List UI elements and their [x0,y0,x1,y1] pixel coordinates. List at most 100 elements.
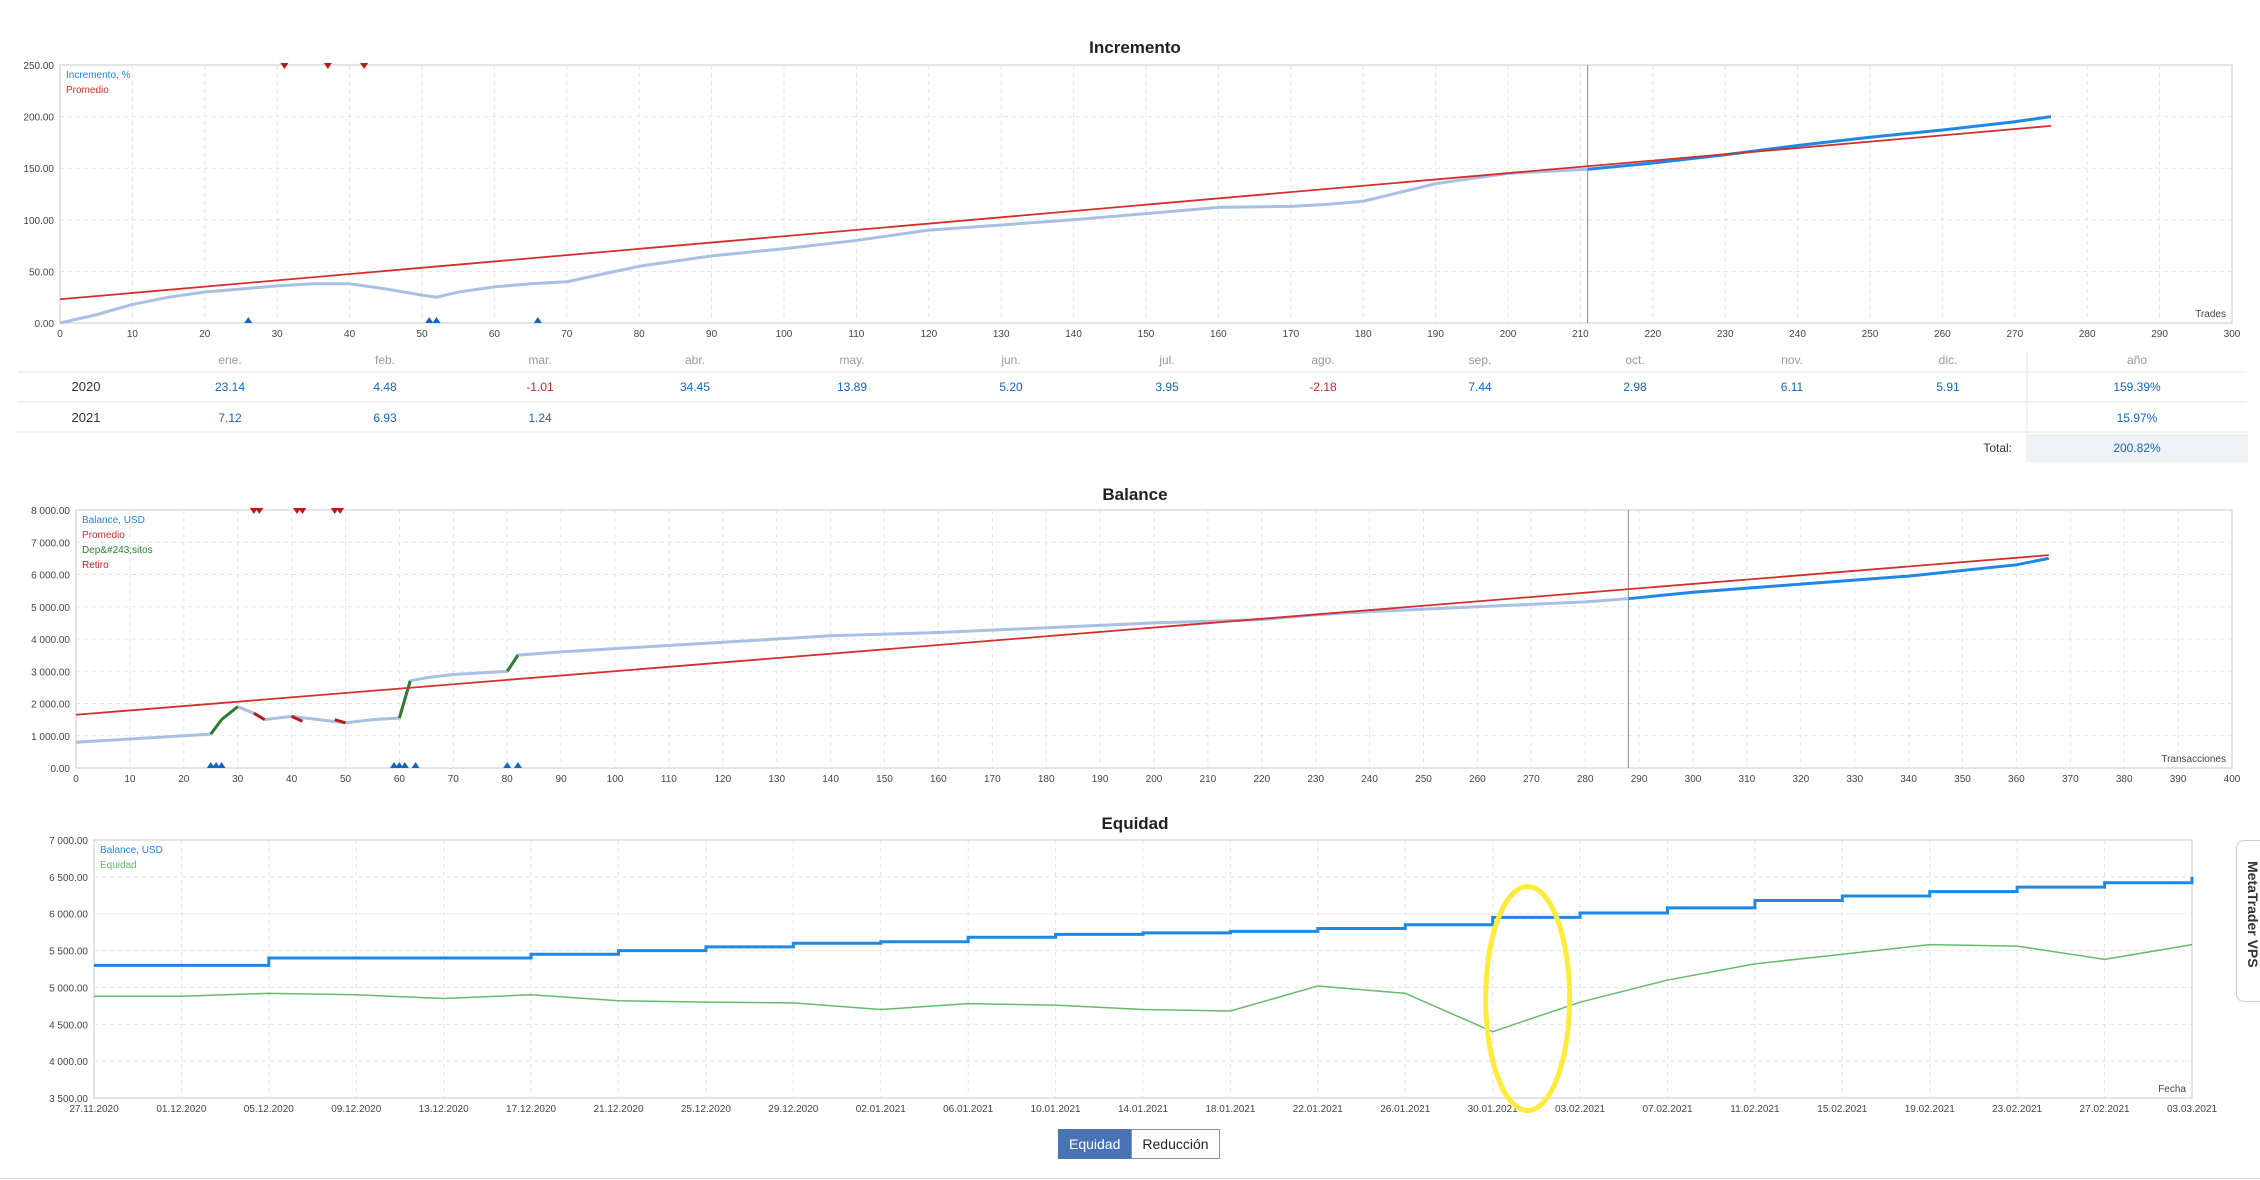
deposit-marker [400,762,409,768]
x-tick-label: 270 [1523,774,1540,785]
month-header: dic. [1939,353,1958,367]
withdrawal-marker [330,508,339,514]
deposit-marker [533,317,542,323]
tab-drawdown[interactable]: Reducción [1131,1129,1220,1159]
month-header: feb. [375,353,395,367]
deposit-marker [503,762,512,768]
monthly-value: 6.11 [1781,380,1804,394]
highlight-ellipse [1483,883,1573,1113]
tab-equity[interactable]: Equidad [1058,1129,1132,1159]
month-header: mar. [528,353,551,367]
withdrawal-marker [323,63,332,69]
withdrawal-segment [334,718,346,725]
x-axis-label: Trades [2195,309,2226,320]
x-tick-label: 150 [1138,329,1155,340]
x-tick-label: 330 [1846,774,1863,785]
withdrawal-segment [290,715,303,723]
withdrawal-marker [280,63,289,69]
average-line [75,554,2049,716]
total-cell-bg [2028,434,2248,462]
x-tick-label: 250 [1415,774,1432,785]
x-tick-label: 190 [1427,329,1444,340]
month-header: sep. [1469,353,1492,367]
x-tick-label: 140 [822,774,839,785]
x-tick-label: 10 [127,329,139,340]
withdrawal-marker [249,508,258,514]
x-tick-label: 40 [286,774,298,785]
monthly-value: 3.95 [1155,380,1179,394]
x-tick-label: 170 [1282,329,1299,340]
y-tick-label: 7 000.00 [31,538,70,549]
legend-entry: Promedio [82,530,125,541]
monthly-value: 13.89 [837,380,867,394]
increment-line-history [59,167,1588,325]
legend-entry: Dep&#243;sitos [82,545,153,556]
x-tick-label: 190 [1092,774,1109,785]
y-tick-label: 4 000.00 [49,1057,88,1068]
x-tick-label: 390 [2170,774,2187,785]
deposit-marker [425,317,434,323]
x-tick-label: 0 [73,774,79,785]
x-tick-label: 05.12.2020 [244,1104,294,1115]
y-tick-label: 3 500.00 [49,1094,88,1105]
month-header: año [2127,353,2147,367]
y-tick-label: 150.00 [23,164,54,175]
x-tick-label: 50 [416,329,428,340]
x-tick-label: 240 [1789,329,1806,340]
x-tick-label: 21.12.2020 [593,1104,643,1115]
monthly-value: 34.45 [680,380,710,394]
x-tick-label: 220 [1253,774,1270,785]
year-total: 159.39% [2113,380,2161,394]
month-header: may. [839,353,864,367]
x-tick-label: 19.02.2021 [1905,1104,1955,1115]
y-tick-label: 5 500.00 [49,947,88,958]
deposit-marker [390,762,399,768]
deposit-marker [244,317,253,323]
legend-entry: Incremento, % [66,70,131,81]
metatrader-vps-label: MetaTrader VPS [2245,861,2260,968]
x-tick-label: 20 [199,329,211,340]
increment-chart: 250.00 200.00 150.00 100.00 50.00 0.000 10 20 30… [23,61,2241,340]
deposit-marker [432,317,441,323]
average-line [59,124,2052,301]
year-total: 15.97% [2117,411,2158,425]
legend-entry: Balance, USD [100,845,163,856]
x-tick-label: 70 [448,774,460,785]
x-tick-label: 300 [2224,329,2241,340]
deposit-marker [411,762,420,768]
x-tick-label: 03.02.2021 [1555,1104,1605,1115]
x-tick-label: 17.12.2020 [506,1104,556,1115]
x-tick-label: 280 [1577,774,1594,785]
metatrader-vps-widget[interactable]: MetaTrader VPS [2236,840,2260,1002]
x-tick-label: 170 [984,774,1001,785]
monthly-value: 1.24 [528,411,552,425]
x-tick-label: 400 [2224,774,2241,785]
x-tick-label: 160 [930,774,947,785]
y-tick-label: 5 000.00 [49,983,88,994]
deposit-segment [220,705,239,721]
x-tick-label: 110 [848,329,864,340]
deposit-marker [212,762,221,768]
y-tick-label: 1 000.00 [31,732,70,743]
withdrawal-segment [253,711,266,721]
x-tick-label: 70 [561,329,573,340]
month-header: ene. [218,353,241,367]
total-label: Total: [1983,441,2012,455]
equity-line [94,943,2193,1033]
x-tick-label: 22.01.2021 [1293,1104,1343,1115]
monthly-value: 4.48 [373,380,397,394]
x-tick-label: 80 [502,774,514,785]
monthly-value: 5.91 [1936,380,1960,394]
x-tick-label: 14.01.2021 [1118,1104,1168,1115]
x-tick-label: 380 [2116,774,2133,785]
y-tick-label: 50.00 [29,267,54,278]
withdrawal-marker [360,63,369,69]
withdrawal-marker [292,508,301,514]
x-tick-label: 01.12.2020 [156,1104,206,1115]
x-tick-label: 200 [1500,329,1517,340]
x-tick-label: 340 [1900,774,1917,785]
year-label: 2021 [72,410,101,425]
month-header: abr. [685,353,705,367]
x-tick-label: 130 [993,329,1010,340]
x-tick-label: 26.01.2021 [1380,1104,1430,1115]
